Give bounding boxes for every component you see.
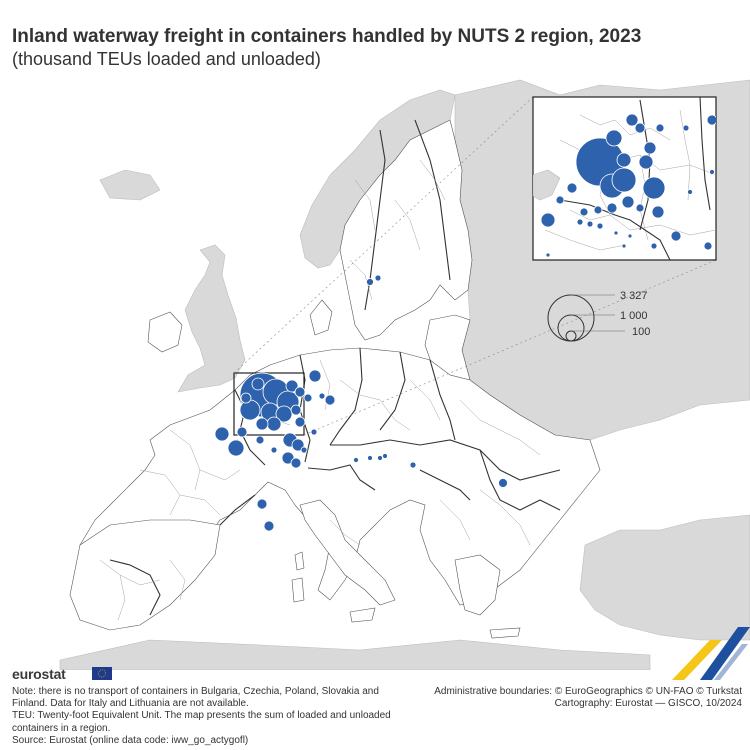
main-map-bubble [294,386,306,398]
inset-bubble [706,114,716,126]
main-map-bubble [227,439,245,457]
inset-bubble [635,203,645,213]
eu-flag-icon [92,667,112,680]
inset-bubble [606,202,618,214]
inset-bubble [566,182,578,194]
inset-bubble [682,124,690,132]
inset-bubble [709,169,715,175]
note-source: Source: Eurostat (online data code: iww_… [12,734,249,746]
inset-bubble [703,241,713,251]
inset-bubble [579,207,589,217]
map-subtitle: (thousand TEUs loaded and unloaded) [12,49,321,69]
legend-label-small: 100 [632,326,650,338]
eurostat-logo-text: eurostat [12,666,66,682]
inset-bubble [621,195,635,209]
inset-bubble [687,189,693,195]
main-map-bubble [240,392,252,404]
main-map-bubble [256,498,268,510]
inset-bubble [545,252,551,258]
main-map-bubble [291,438,305,452]
main-map-bubble [275,405,293,423]
main-map-bubble [303,393,313,403]
legend-label-medium: 1 000 [620,310,648,322]
main-map-bubble [214,426,230,442]
main-map-bubble [409,461,417,469]
main-map-bubble [251,377,265,391]
main-map-bubble [294,416,306,428]
main-map-bubble [263,520,275,532]
credits: Administrative boundaries: © EuroGeograp… [434,686,742,710]
zoom-indicator [233,96,717,436]
inset-bubble [650,242,658,250]
inset-bubble [638,154,654,170]
inset-bubble [613,230,619,236]
europe-map: 3 327 1 000 100 [59,79,750,670]
main-map-bubble [266,416,282,432]
main-map-bubble [255,417,269,431]
main-map-bubble [353,457,359,463]
legend-label-large: 3 327 [620,290,648,302]
main-map-bubble [270,446,278,454]
inset-bubble [576,218,584,226]
inset-bubble [605,129,623,147]
note-line-1: Note: there is no transport of container… [12,686,379,710]
eurostat-stripes-graphic [672,627,750,680]
credit-boundaries: Administrative boundaries: © EuroGeograp… [434,686,742,697]
inset-bubble [586,220,594,228]
eu-land [69,119,601,639]
notes: Note: there is no transport of container… [12,686,392,747]
main-map-bubble [377,455,383,461]
inset-bubble [616,152,632,168]
main-map-bubble [318,392,326,400]
main-map-bubble [374,274,382,282]
map-title: Inland waterway freight in containers ha… [12,26,642,47]
inset-bubble [643,141,657,155]
main-map-bubble [290,404,302,416]
size-legend: 3 327 1 000 100 [547,290,650,342]
credit-cartography: Cartography: Eurostat — GISCO, 10/2024 [554,698,742,710]
main-map-bubble [300,446,308,454]
main-map-bubble [255,435,265,445]
main-map-bubble [239,399,261,421]
main-map-bubble [367,455,373,461]
inset-bubble [611,167,637,193]
inset-bubble [593,205,603,215]
inset-bubbles [540,113,716,258]
main-map-bubbles [214,274,508,532]
inset-bubble [655,123,665,133]
inset-bubble [625,113,639,127]
inset-bubble [670,230,682,242]
inset-bubble [621,243,627,249]
inset-bubble [540,212,556,228]
inset-bubble [642,176,666,200]
main-map-bubble [290,457,302,469]
inset-bubble [634,122,646,134]
main-map-bubble [366,278,374,286]
inset-bubble [627,233,633,239]
main-map-bubble [498,478,508,488]
main-map-bubble [324,394,336,406]
note-line-2: TEU: Twenty-foot Equivalent Unit. The ma… [12,710,391,734]
inset-bubble [651,205,665,219]
main-map-bubble [310,428,318,436]
main-map-bubble [382,453,388,459]
inset-bubble [555,195,565,205]
inset-map [532,96,717,261]
main-map-bubble [285,379,299,393]
inset-bubble [596,222,604,230]
main-map-bubble [308,369,322,383]
main-map-bubble [236,426,248,438]
